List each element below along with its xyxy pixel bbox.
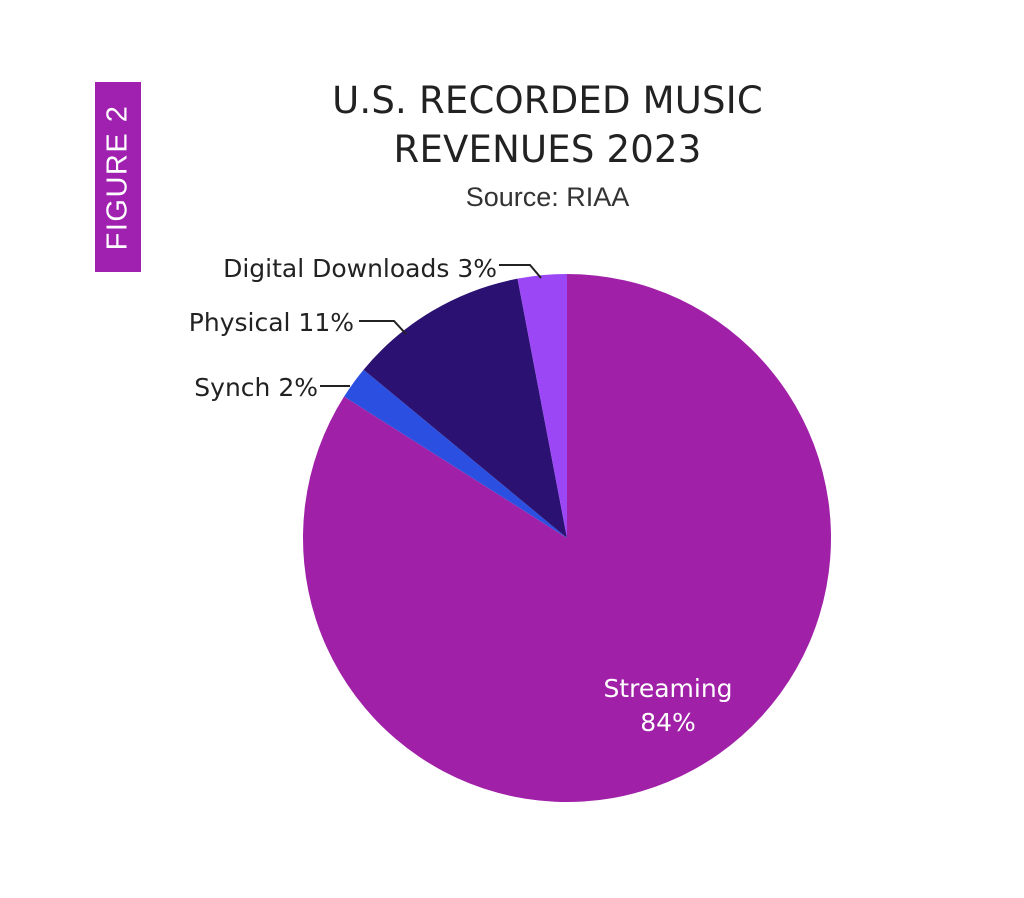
- slice-label-synch: Synch 2%: [194, 373, 318, 402]
- slice-label-streaming-name: Streaming: [603, 674, 732, 703]
- slice-label-digital-downloads: Digital Downloads 3%: [223, 254, 497, 283]
- chart-title-line-1: U.S. RECORDED MUSIC: [332, 79, 763, 122]
- pie-slice-digital-downloads: [517, 274, 567, 538]
- figure-tab: FIGURE 2: [95, 82, 141, 272]
- leader-physical: [359, 320, 407, 335]
- pie-slice-synch: [344, 369, 567, 538]
- label-leader-lines: [320, 264, 542, 387]
- chart-subtitle: Source: RIAA: [465, 182, 630, 212]
- pie-slice-streaming: [303, 274, 832, 803]
- pie-slices: [303, 274, 832, 803]
- leader-digital-downloads: [499, 264, 542, 279]
- chart-title-line-2: REVENUES 2023: [393, 128, 702, 171]
- chart-title-block: U.S. RECORDED MUSIC REVENUES 2023 Source…: [280, 76, 815, 214]
- pie-slice-physical: [363, 278, 567, 538]
- slice-label-streaming-value: 84%: [640, 708, 696, 737]
- slice-label-physical: Physical 11%: [189, 308, 354, 337]
